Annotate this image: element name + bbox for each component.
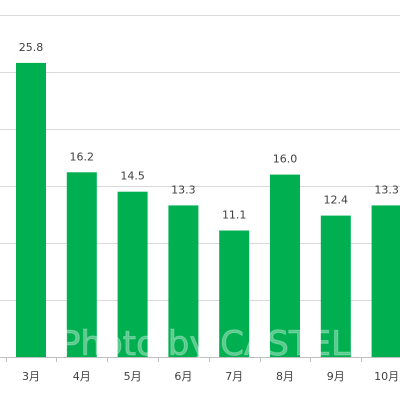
bar-5	[219, 230, 250, 357]
bar-6	[270, 174, 300, 357]
gridlines	[0, 15, 400, 362]
x-tick-label-7: 9月	[327, 370, 345, 383]
bar-4	[168, 205, 199, 357]
bar-3	[117, 191, 148, 357]
data-label-7: 12.4	[324, 194, 349, 207]
data-label-2: 16.2	[70, 150, 95, 163]
bar-1	[16, 62, 46, 358]
data-label-6: 16.0	[273, 153, 298, 166]
watermark: Photo by CASTEL	[60, 324, 350, 364]
data-labels: 25.8 16.2 14.5 13.3 11.1 16.0 12.4 13.3	[19, 41, 399, 222]
bars	[16, 62, 400, 358]
bar-7	[320, 215, 351, 357]
bar-2	[66, 172, 97, 357]
x-tick-label-2: 4月	[73, 370, 91, 383]
x-tick-label-3: 5月	[124, 370, 142, 383]
x-tick-label-4: 6月	[174, 370, 192, 383]
x-tick-label-5: 7月	[225, 370, 243, 383]
bar-8	[371, 205, 400, 357]
data-label-5: 11.1	[222, 209, 247, 222]
data-label-4: 13.3	[171, 183, 196, 196]
x-tick-label-6: 8月	[276, 370, 294, 383]
x-tick-labels: 3月 4月 5月 6月 7月 8月 9月 10月	[22, 370, 399, 383]
x-tick-label-8: 10月	[374, 370, 399, 383]
data-label-3: 14.5	[120, 170, 145, 183]
x-tick-label-1: 3月	[22, 370, 40, 383]
data-label-1: 25.8	[19, 41, 44, 54]
data-label-8: 13.3	[374, 183, 399, 196]
